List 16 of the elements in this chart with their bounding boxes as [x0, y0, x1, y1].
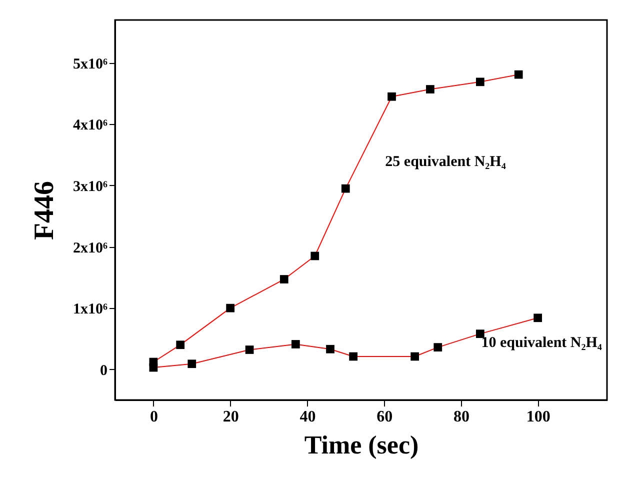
x-tick-label: 0: [150, 408, 158, 426]
x-axis-title: Time (sec): [304, 430, 419, 460]
x-tick-label: 100: [526, 408, 550, 426]
annotation: 10 equivalent N₂H₄: [481, 334, 602, 351]
x-tick-label: 40: [300, 408, 316, 426]
y-tick-label: 4x10⁶: [73, 118, 108, 134]
x-tick-label: 20: [222, 408, 239, 426]
y-axis-title: F446: [29, 180, 60, 240]
x-tick-label: 60: [376, 408, 393, 426]
y-tick-label: 3x10⁶: [73, 178, 108, 195]
x-tick-label: 80: [453, 408, 470, 426]
y-tick-label: 5x10⁶: [73, 56, 108, 72]
y-tick-label: 1x10⁶: [73, 302, 108, 318]
y-tick-label: 2x10⁶: [73, 240, 108, 256]
y-tick-label: 0: [100, 362, 108, 379]
annotation: 25 equivalent N₂H₄: [385, 154, 506, 170]
